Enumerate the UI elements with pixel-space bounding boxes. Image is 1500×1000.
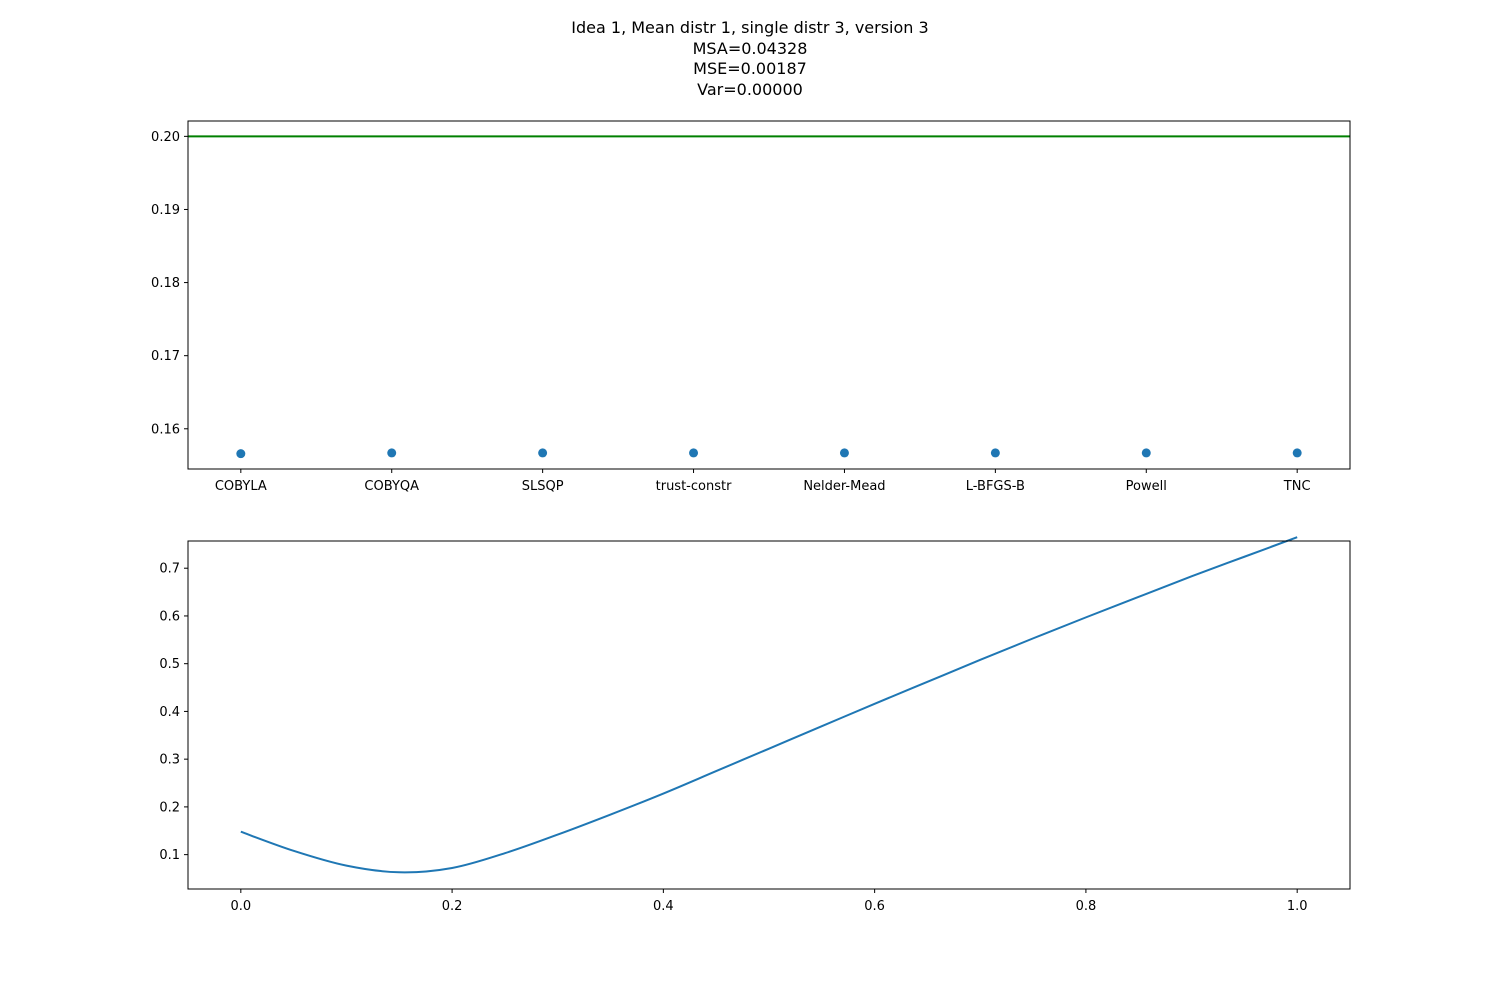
axes-frame [187, 120, 1351, 470]
x-tick-label: SLSQP [522, 479, 564, 494]
data-point-tnc [1292, 448, 1302, 458]
y-tick-label: 0.4 [159, 705, 180, 720]
title-line-var: Var=0.00000 [697, 80, 803, 100]
x-tick-label: COBYQA [364, 479, 419, 494]
x-tick-label: TNC [1283, 479, 1311, 494]
y-tick-label: 0.7 [159, 562, 180, 577]
x-tick-label: Powell [1126, 479, 1167, 494]
y-tick-label: 0.17 [151, 349, 180, 364]
title-line-1: Idea 1, Mean distr 1, single distr 3, ve… [571, 18, 929, 37]
x-tick-label: Nelder-Mead [803, 479, 885, 494]
x-tick-label: 0.6 [864, 899, 885, 914]
x-tick-label: 0.4 [653, 899, 674, 914]
data-point-trust-constr [689, 448, 699, 458]
title-line-msa: MSA=0.04328 [692, 38, 808, 58]
axes-frame [187, 540, 1351, 890]
line-panel: 0.1 0.2 0.3 0.4 0.5 0.6 0.7 0.0 0.2 0.4 0.6 0.8 1.0 [159, 536, 1351, 914]
y-tick-label: 0.2 [159, 800, 180, 815]
x-tick-label: 0.2 [442, 899, 463, 914]
data-point-slsqp [538, 448, 548, 458]
data-point-l-bfgs-b [990, 448, 1000, 458]
y-tick-label: 0.18 [151, 276, 180, 291]
data-point-nelder-mead [839, 448, 849, 458]
x-tick-label: 0.0 [230, 899, 251, 914]
y-tick-label: 0.3 [159, 753, 180, 768]
x-tick-label: trust-constr [656, 479, 732, 494]
y-tick-label: 0.16 [151, 422, 180, 437]
x-tick-label: COBYLA [215, 479, 267, 494]
scatter-panel: 0.16 0.17 0.18 0.19 0.20 COBYLA COBYQA SLSQP tru… [151, 120, 1351, 494]
y-tick-label: 0.19 [151, 203, 180, 218]
x-tick-label: 0.8 [1076, 899, 1097, 914]
data-point-powell [1141, 448, 1151, 458]
data-point-cobyla [236, 449, 246, 459]
series-line [240, 536, 1298, 874]
x-tick-label: 1.0 [1287, 899, 1308, 914]
title-line-mse: MSE=0.00187 [693, 59, 807, 79]
data-point-cobyqa [387, 448, 397, 458]
x-tick-label: L-BFGS-B [966, 479, 1025, 494]
y-tick-label: 0.20 [151, 130, 180, 145]
y-tick-label: 0.6 [159, 609, 180, 624]
y-tick-label: 0.5 [159, 657, 180, 672]
figure-title: Idea 1, Mean distr 1, single distr 3, ve… [0, 18, 1500, 101]
y-tick-label: 0.1 [159, 848, 180, 863]
